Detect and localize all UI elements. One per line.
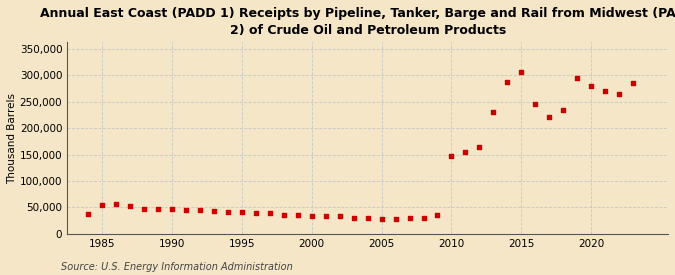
Point <box>558 107 568 112</box>
Point <box>516 70 526 75</box>
Point <box>223 210 234 214</box>
Point <box>236 210 247 214</box>
Point <box>321 214 331 219</box>
Point <box>167 207 178 211</box>
Point <box>544 115 555 120</box>
Point <box>600 89 611 93</box>
Point <box>586 84 597 88</box>
Point <box>278 213 289 218</box>
Point <box>83 212 94 216</box>
Point <box>306 214 317 218</box>
Point <box>153 206 163 211</box>
Point <box>474 144 485 149</box>
Point <box>488 110 499 114</box>
Point <box>111 202 122 206</box>
Point <box>446 153 457 158</box>
Point <box>418 216 429 220</box>
Point <box>138 206 149 211</box>
Y-axis label: Thousand Barrels: Thousand Barrels <box>7 93 17 184</box>
Point <box>292 213 303 218</box>
Point <box>460 150 471 154</box>
Point <box>530 102 541 106</box>
Point <box>209 209 219 213</box>
Point <box>572 76 583 80</box>
Point <box>390 216 401 221</box>
Point <box>250 211 261 215</box>
Point <box>628 81 639 85</box>
Point <box>432 213 443 218</box>
Point <box>334 214 345 218</box>
Title: Annual East Coast (PADD 1) Receipts by Pipeline, Tanker, Barge and Rail from Mid: Annual East Coast (PADD 1) Receipts by P… <box>40 7 675 37</box>
Point <box>362 216 373 220</box>
Point <box>376 216 387 221</box>
Text: Source: U.S. Energy Information Administration: Source: U.S. Energy Information Administ… <box>61 262 292 272</box>
Point <box>614 91 624 96</box>
Point <box>348 215 359 220</box>
Point <box>265 211 275 216</box>
Point <box>194 208 205 212</box>
Point <box>125 204 136 209</box>
Point <box>502 80 513 84</box>
Point <box>404 216 415 220</box>
Point <box>181 207 192 212</box>
Point <box>97 203 107 207</box>
